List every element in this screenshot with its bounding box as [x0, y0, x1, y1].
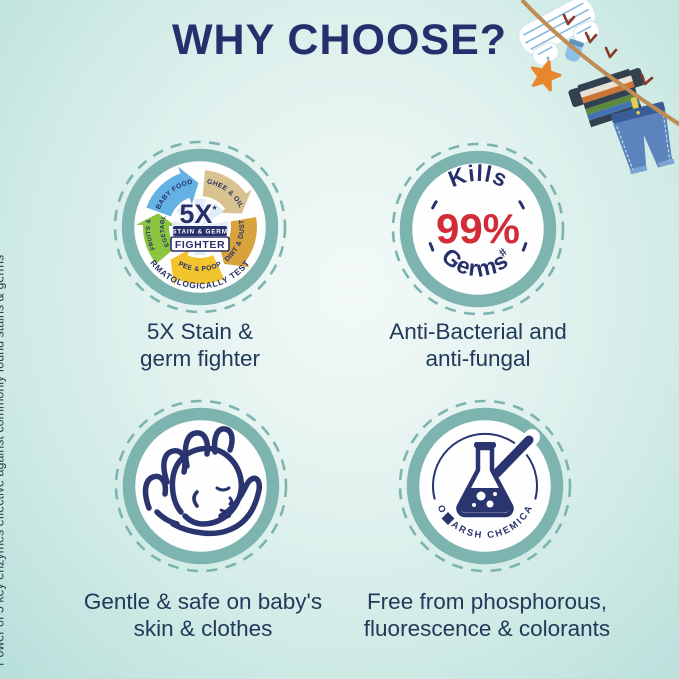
- svg-text:STAIN & GERM: STAIN & GERM: [172, 229, 228, 236]
- dashed-outline: [391, 142, 565, 316]
- gentle-safe-badge: [114, 399, 288, 573]
- test-tube-rod-icon: [492, 435, 534, 478]
- accent-dashes: [428, 200, 528, 252]
- kills-germs-badge: Kills 99% Germs#: [391, 142, 565, 316]
- diamond-accent: [441, 512, 455, 525]
- clothespin-icons: [562, 13, 654, 86]
- arrow-ghee-oil: [202, 170, 252, 214]
- arrow-dirt-dust: [218, 217, 257, 268]
- gentle-caption: Gentle & safe on baby's skin & clothes: [83, 589, 323, 641]
- page-title: WHY CHOOSE?: [171, 16, 508, 64]
- svg-text:5X*: 5X*: [179, 199, 217, 229]
- dashed-outline: [113, 140, 287, 314]
- arrow-baby-food: [146, 166, 199, 217]
- 5x-logo: 5X* STAIN & GERM FIGHTER: [170, 199, 230, 252]
- arrow-label: FRUITS &: [146, 218, 157, 251]
- germs-caption: Anti-Bacterial and anti-fungal: [389, 319, 567, 371]
- clothesline-rope: [520, 0, 679, 127]
- inner-circle: [432, 432, 538, 500]
- mitten-icon: [565, 38, 584, 62]
- hand-baby-icon: [142, 426, 263, 537]
- arrow-fruits-vegetable: [136, 213, 177, 264]
- stain-caption: 5X Stain & germ fighter: [139, 319, 261, 371]
- badge-ring: [399, 150, 557, 308]
- arrow-pee-poop: [170, 248, 225, 286]
- svg-text:FIGHTER: FIGHTER: [175, 239, 225, 251]
- footnote-enzymes: *Power of 5 key enzymes effective agains…: [0, 255, 7, 671]
- 99-percent-text: 99%: [436, 205, 520, 252]
- badge-ring: [122, 407, 280, 565]
- no-harsh-chemical-badge: NO HARSH CHEMICAL: [398, 399, 572, 573]
- flask-icon: [456, 442, 514, 518]
- dashed-outline: [398, 399, 572, 573]
- chemical-caption: Free from phosphorous, fluorescence & co…: [363, 589, 611, 641]
- starfish-icon: [530, 60, 562, 92]
- dashed-outline: [114, 399, 288, 573]
- clothesline-decoration: [518, 0, 679, 175]
- footnotes: #commonly found bacteria and fungi *Powe…: [0, 255, 10, 671]
- stain-germ-fighter-badge: BABY FOOD GHEE & OIL DIRT & DUST PEE & P…: [113, 140, 287, 314]
